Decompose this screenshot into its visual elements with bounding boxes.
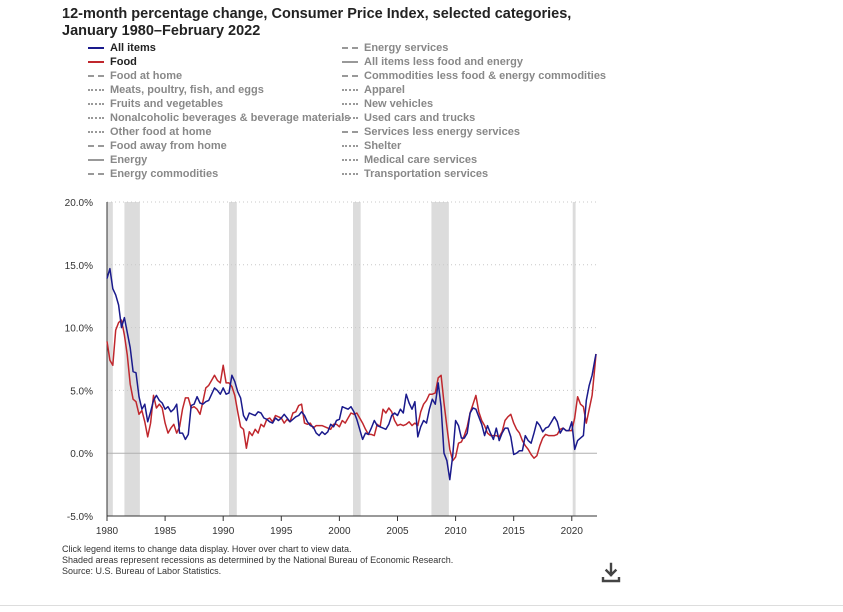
x-tick-label: 2005 xyxy=(386,526,409,537)
legend-swatch xyxy=(88,75,104,77)
legend-swatch xyxy=(88,89,104,91)
legend-label: Meats, poultry, fish, and eggs xyxy=(110,84,264,96)
y-tick-label: -5.0% xyxy=(67,512,93,523)
legend-item[interactable]: All items less food and energy xyxy=(342,55,523,69)
legend-label: New vehicles xyxy=(364,98,434,110)
chart-title-line-1: 12-month percentage change, Consumer Pri… xyxy=(62,6,572,22)
legend-label: Commodities less food & energy commoditi… xyxy=(364,70,607,82)
legend-item[interactable]: Energy services xyxy=(342,41,448,55)
chart-title: 12-month percentage change, Consumer Pri… xyxy=(62,6,682,40)
x-tick-label: 1990 xyxy=(212,526,235,537)
legend-label: Food xyxy=(110,56,137,68)
page-divider xyxy=(0,605,843,606)
recession-band xyxy=(431,202,449,516)
legend-item[interactable]: Transportation services xyxy=(342,167,488,181)
legend-label: Nonalcoholic beverages & beverage materi… xyxy=(110,112,351,124)
legend-swatch xyxy=(88,103,104,105)
legend-item[interactable]: All items xyxy=(88,41,156,55)
y-tick-label: 15.0% xyxy=(65,261,93,272)
y-tick-label: 5.0% xyxy=(70,386,93,397)
legend-swatch xyxy=(88,61,104,63)
legend-swatch xyxy=(342,61,358,63)
legend-label: Food at home xyxy=(110,70,183,82)
x-tick-label: 1980 xyxy=(96,526,119,537)
legend-item[interactable]: Meats, poultry, fish, and eggs xyxy=(88,83,264,97)
legend-swatch xyxy=(342,89,358,91)
legend-label: All items less food and energy xyxy=(364,56,523,68)
legend-item[interactable]: Food xyxy=(88,55,137,69)
legend-swatch xyxy=(342,145,358,147)
x-tick-label: 2000 xyxy=(328,526,351,537)
x-tick-label: 2020 xyxy=(561,526,584,537)
y-tick-label: 10.0% xyxy=(65,324,93,335)
legend-swatch xyxy=(88,47,104,49)
legend-swatch xyxy=(342,173,358,175)
x-tick-label: 2015 xyxy=(503,526,526,537)
legend-swatch xyxy=(342,103,358,105)
legend-swatch xyxy=(88,145,104,147)
legend-swatch xyxy=(88,131,104,133)
y-tick-label: 0.0% xyxy=(70,449,93,460)
recession-band xyxy=(352,202,361,516)
series-line-all-items[interactable] xyxy=(106,267,597,481)
legend-label: Apparel xyxy=(364,84,405,96)
legend-label: All items xyxy=(110,42,156,54)
y-tick-label: 20.0% xyxy=(65,198,93,209)
legend-label: Energy commodities xyxy=(110,168,219,180)
legend-item[interactable]: Other food at home xyxy=(88,125,211,139)
legend-item[interactable]: Services less energy services xyxy=(342,125,520,139)
legend-item[interactable]: Medical care services xyxy=(342,153,477,167)
legend-label: Other food at home xyxy=(110,126,212,138)
legend-label: Medical care services xyxy=(364,154,478,166)
recession-band xyxy=(229,202,237,516)
chart-note-instructions: Click legend items to change data displa… xyxy=(62,544,352,554)
legend-label: Energy xyxy=(110,154,148,166)
legend-swatch xyxy=(342,117,358,119)
legend-swatch xyxy=(88,159,104,161)
legend-label: Used cars and trucks xyxy=(364,112,476,124)
x-tick-label: 2010 xyxy=(444,526,467,537)
chart-note-source: Source: U.S. Bureau of Labor Statistics. xyxy=(62,566,222,576)
legend-item[interactable]: Commodities less food & energy commoditi… xyxy=(342,69,606,83)
legend-swatch xyxy=(342,159,358,161)
series-line-food[interactable] xyxy=(106,319,597,462)
legend-label: Food away from home xyxy=(110,140,227,152)
chart-title-line-2: January 1980–February 2022 xyxy=(62,23,261,39)
x-tick-label: 1995 xyxy=(270,526,293,537)
x-tick-label: 1985 xyxy=(154,526,177,537)
legend-label: Transportation services xyxy=(364,168,489,180)
legend-label: Energy services xyxy=(364,42,449,54)
legend-item[interactable]: Energy commodities xyxy=(88,167,218,181)
legend-swatch xyxy=(342,47,358,49)
download-button[interactable] xyxy=(598,560,624,586)
legend-item[interactable]: Used cars and trucks xyxy=(342,111,475,125)
recession-band xyxy=(572,202,576,516)
download-icon xyxy=(601,562,621,583)
legend-label: Services less energy services xyxy=(364,126,520,138)
legend-item[interactable]: Nonalcoholic beverages & beverage materi… xyxy=(88,111,350,125)
legend-label: Shelter xyxy=(364,140,402,152)
legend-swatch xyxy=(342,131,358,133)
legend-swatch xyxy=(342,75,358,77)
legend-item[interactable]: Energy xyxy=(88,153,147,167)
legend-item[interactable]: Food away from home xyxy=(88,139,227,153)
legend-swatch xyxy=(88,173,104,175)
legend-item[interactable]: New vehicles xyxy=(342,97,433,111)
legend-item[interactable]: Apparel xyxy=(342,83,405,97)
legend-swatch xyxy=(88,117,104,119)
chart-note-recessions: Shaded areas represent recessions as det… xyxy=(62,555,454,565)
legend-item[interactable]: Food at home xyxy=(88,69,182,83)
legend-item[interactable]: Shelter xyxy=(342,139,401,153)
legend-label: Fruits and vegetables xyxy=(110,98,224,110)
legend-item[interactable]: Fruits and vegetables xyxy=(88,97,223,111)
